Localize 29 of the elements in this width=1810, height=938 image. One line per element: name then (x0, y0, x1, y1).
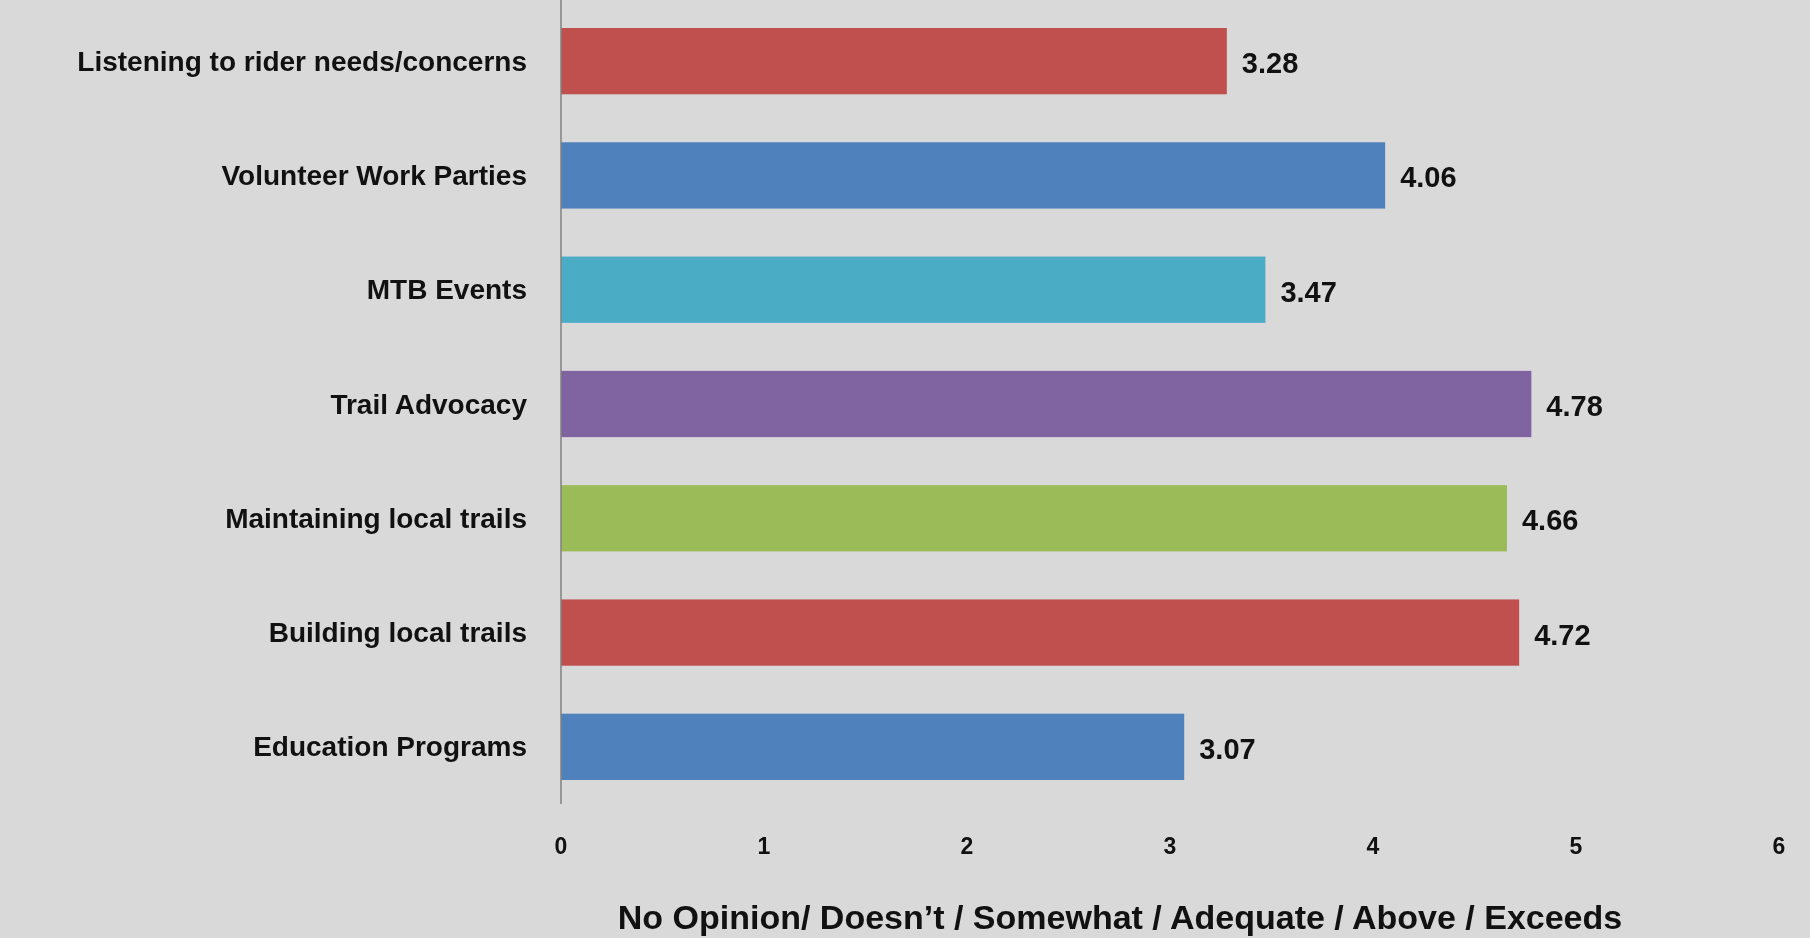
x-tick-label: 1 (757, 833, 771, 859)
bar (561, 370, 1532, 438)
x-tick-label: 4 (1366, 833, 1380, 859)
data-label: 4.78 (1546, 390, 1603, 422)
data-label: 4.72 (1534, 618, 1591, 651)
bar (561, 599, 1520, 666)
bar (561, 485, 1507, 552)
bar (561, 256, 1266, 323)
data-label: 4.66 (1521, 504, 1579, 537)
data-label: 4.06 (1400, 161, 1457, 194)
y-tick-label: Maintaining local trails (225, 502, 527, 534)
bar (561, 713, 1185, 780)
y-tick-label: Building local trails (268, 617, 527, 649)
y-tick-label: Trail Advocacy (330, 388, 528, 420)
data-label: 3.47 (1280, 275, 1337, 308)
data-label: 3.07 (1199, 732, 1256, 765)
y-tick-label: MTB Events (366, 274, 527, 306)
data-label: 3.28 (1241, 47, 1299, 80)
y-tick-label: Education Programs (253, 731, 527, 763)
bar (561, 142, 1386, 209)
y-tick-label: Volunteer Work Parties (221, 159, 527, 191)
bar (561, 28, 1227, 95)
x-tick-label: 6 (1772, 833, 1786, 859)
x-tick-label: 5 (1569, 833, 1583, 859)
x-tick-label: 3 (1163, 833, 1177, 859)
x-tick-label: 0 (554, 833, 568, 859)
x-axis-title: No Opinion/ Doesn’t / Somewhat / Adequate / Above / Exceeds (617, 898, 1623, 936)
x-tick-label: 2 (960, 833, 974, 859)
y-tick-label: Listening to rider needs/concerns (77, 45, 527, 77)
